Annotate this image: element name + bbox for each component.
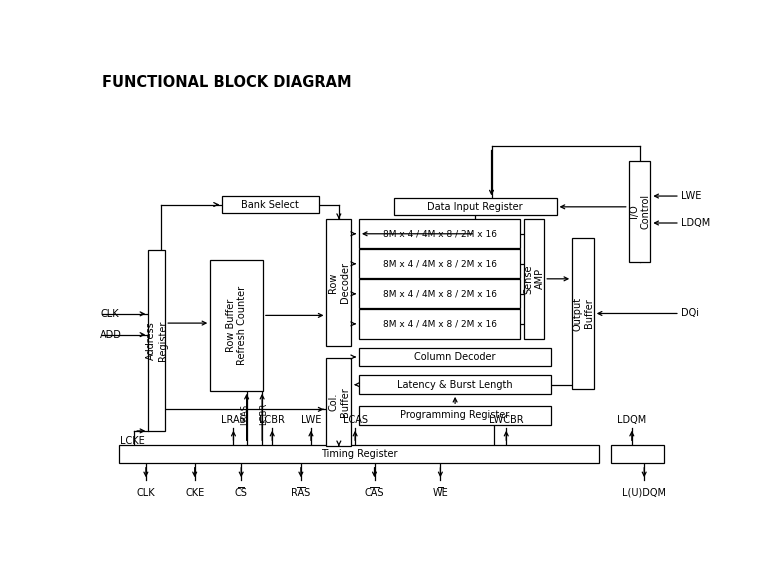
Text: CLK: CLK xyxy=(137,488,155,498)
Text: Programming Register: Programming Register xyxy=(400,411,510,420)
Text: WE: WE xyxy=(432,488,448,498)
Text: 8M x 4 / 4M x 8 / 2M x 16: 8M x 4 / 4M x 8 / 2M x 16 xyxy=(383,319,497,328)
Bar xyxy=(359,219,520,248)
Text: LDQM: LDQM xyxy=(617,415,646,425)
Bar xyxy=(210,260,263,391)
Text: LCKE: LCKE xyxy=(120,436,145,446)
Text: L(U)DQM: L(U)DQM xyxy=(622,488,666,498)
Bar xyxy=(394,198,557,215)
Text: DQi: DQi xyxy=(681,308,699,319)
Text: LCAS: LCAS xyxy=(342,415,367,425)
Bar xyxy=(326,358,351,446)
Text: LRAS: LRAS xyxy=(241,404,250,424)
Text: LRAS: LRAS xyxy=(221,415,246,425)
Text: RAS: RAS xyxy=(291,488,310,498)
Text: LCBR: LCBR xyxy=(259,415,285,425)
Text: 8M x 4 / 4M x 8 / 2M x 16: 8M x 4 / 4M x 8 / 2M x 16 xyxy=(383,259,497,269)
Text: LWCBR: LWCBR xyxy=(489,415,523,425)
Text: Bank Select: Bank Select xyxy=(241,200,299,209)
Text: FUNCTIONAL BLOCK DIAGRAM: FUNCTIONAL BLOCK DIAGRAM xyxy=(102,75,351,90)
Bar xyxy=(572,239,594,389)
Text: CLK: CLK xyxy=(100,309,118,319)
Bar xyxy=(359,375,551,394)
Bar xyxy=(524,219,544,339)
Text: CAS: CAS xyxy=(364,488,384,498)
Bar xyxy=(359,309,520,339)
Text: 8M x 4 / 4M x 8 / 2M x 16: 8M x 4 / 4M x 8 / 2M x 16 xyxy=(383,229,497,238)
Bar xyxy=(359,249,520,278)
Text: CKE: CKE xyxy=(185,488,204,498)
Text: Row Buffer
Refresh Counter: Row Buffer Refresh Counter xyxy=(225,286,248,365)
Bar xyxy=(222,196,319,213)
Bar xyxy=(359,348,551,366)
Bar xyxy=(118,444,599,463)
Text: Sense
AMP: Sense AMP xyxy=(523,264,545,294)
Text: Timing Register: Timing Register xyxy=(321,449,397,459)
Text: Row
Decoder: Row Decoder xyxy=(328,262,350,303)
Text: Address
Register: Address Register xyxy=(146,320,167,361)
Text: Data Input Register: Data Input Register xyxy=(427,202,523,212)
Text: 8M x 4 / 4M x 8 / 2M x 16: 8M x 4 / 4M x 8 / 2M x 16 xyxy=(383,289,497,298)
Text: LWE: LWE xyxy=(681,191,702,201)
Text: Column Decoder: Column Decoder xyxy=(414,352,496,362)
Text: LCBR: LCBR xyxy=(259,403,268,425)
Bar xyxy=(359,279,520,308)
Text: I/O
Control: I/O Control xyxy=(629,194,650,229)
Text: Latency & Burst Length: Latency & Burst Length xyxy=(397,380,513,390)
Bar xyxy=(326,219,351,346)
Text: LDQM: LDQM xyxy=(681,218,711,228)
Bar xyxy=(148,250,165,431)
Text: Output
Buffer: Output Buffer xyxy=(572,297,594,331)
Text: ADD: ADD xyxy=(100,329,122,340)
Bar xyxy=(629,162,650,262)
Text: LWE: LWE xyxy=(301,415,321,425)
Bar xyxy=(359,407,551,425)
Bar xyxy=(611,444,664,463)
Text: CS: CS xyxy=(235,488,248,498)
Text: Col.
Buffer: Col. Buffer xyxy=(328,387,350,417)
